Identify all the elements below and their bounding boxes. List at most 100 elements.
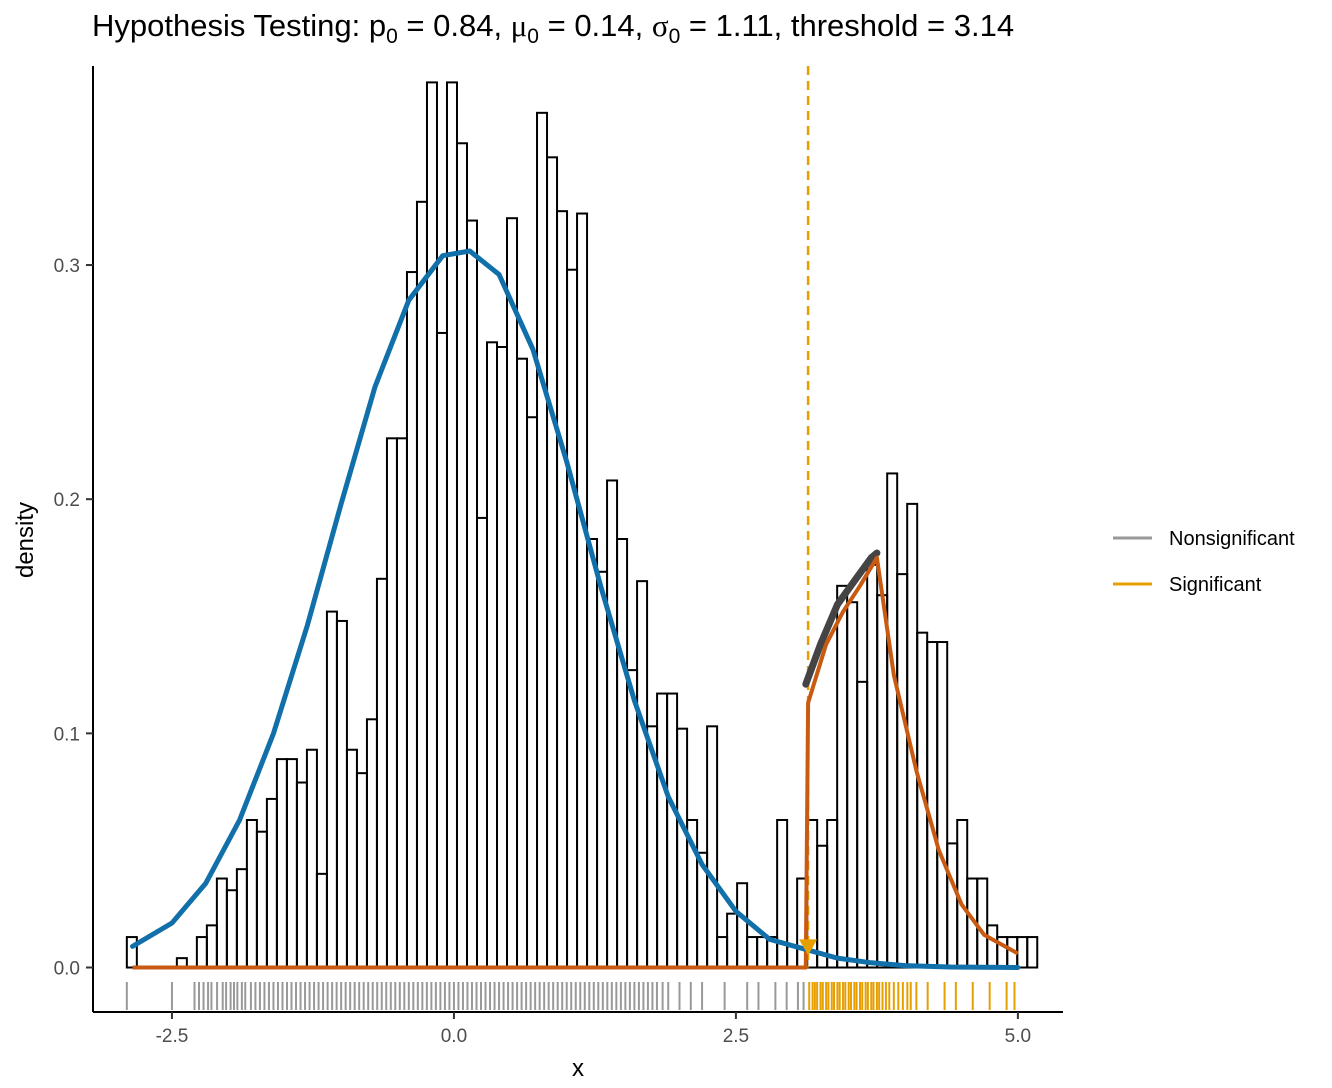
y-tick-label: 0.1: [54, 724, 80, 745]
histogram-bar: [295, 781, 308, 969]
chart-title: Hypothesis Testing: p0 = 0.84, μ0 = 0.14…: [92, 8, 1014, 48]
histogram-bar: [566, 268, 579, 969]
title-p-subscript: 0: [386, 25, 398, 48]
histogram-bar: [576, 212, 589, 969]
histogram-bar: [385, 437, 398, 969]
title-sigma-value: = 1.11, threshold = 3.14: [680, 8, 1014, 43]
histogram-bar: [986, 924, 999, 969]
histogram-bar: [275, 758, 288, 969]
title-sigma-subscript: 0: [669, 25, 681, 48]
histogram-bar: [536, 111, 549, 969]
histogram-bar: [125, 936, 138, 969]
histogram-bar: [506, 217, 519, 969]
x-tick-label: 0.0: [441, 1026, 467, 1047]
histogram-bar: [425, 81, 438, 969]
histogram-bar: [706, 725, 719, 969]
histogram-bar: [335, 619, 348, 969]
histogram-bar: [245, 818, 258, 969]
x-axis-title: x: [572, 1055, 584, 1082]
histogram-bar: [415, 200, 428, 969]
kde-curve: [802, 549, 881, 688]
title-prefix: Hypothesis Testing: p: [92, 8, 386, 43]
histogram-bar: [606, 479, 619, 969]
histogram-bar: [365, 718, 378, 969]
histogram-bar: [195, 936, 208, 969]
histogram-bar: [475, 516, 489, 969]
title-mu-symbol: μ: [511, 8, 528, 43]
histogram-bar: [596, 570, 609, 969]
histogram-bar: [876, 594, 889, 969]
title-sigma-symbol: σ: [652, 8, 669, 43]
histogram-bar: [626, 669, 639, 969]
histogram-bar: [726, 912, 739, 969]
histogram-bar: [616, 538, 629, 969]
histogram-bar: [235, 868, 248, 969]
histogram-bar: [786, 945, 799, 969]
histogram-bar: [1026, 936, 1039, 969]
histogram-bar: [556, 210, 569, 969]
histogram-bar: [215, 877, 228, 969]
histogram-bar: [486, 341, 499, 969]
y-axis-title: density: [12, 502, 39, 578]
title-p-value: = 0.84,: [398, 8, 511, 43]
rug-marks: [125, 982, 1016, 1010]
histogram-bar: [435, 331, 448, 969]
null-density-curve: [130, 248, 1021, 970]
histogram-bar: [636, 580, 649, 969]
histogram-bar: [836, 584, 849, 969]
histogram-bar: [1016, 936, 1029, 969]
legend-label-nonsignificant: Nonsignificant: [1169, 528, 1295, 550]
histogram-bar: [826, 818, 839, 969]
y-tick-label: 0.0: [54, 959, 80, 980]
y-tick-label: 0.3: [54, 256, 80, 277]
histogram-bar: [746, 936, 759, 969]
histogram-bar: [736, 882, 749, 969]
histogram-bar: [716, 936, 729, 969]
histogram-bar: [666, 692, 679, 969]
histogram-bar: [856, 680, 869, 969]
alternative-density-curve: [132, 555, 1019, 970]
histogram-bar: [325, 610, 338, 969]
histogram-bar: [546, 156, 559, 969]
histogram-bar: [405, 271, 418, 969]
histogram-bar: [586, 538, 599, 969]
histogram-bar: [205, 924, 218, 969]
histogram-bar: [465, 219, 478, 969]
histogram-bar: [976, 877, 989, 969]
histogram-bar: [255, 830, 268, 969]
histogram-bar: [886, 472, 899, 969]
histogram-bar: [816, 844, 829, 969]
x-axis-ticks: -2.5 0.0 2.5 5.0: [156, 1012, 1031, 1047]
title-mu-subscript: 0: [527, 25, 539, 48]
histogram-bar: [345, 748, 358, 969]
histogram-bar: [526, 416, 539, 969]
histogram-bar: [455, 142, 468, 969]
histogram-bar: [896, 573, 909, 969]
histogram-bar: [946, 842, 959, 969]
y-tick-label: 0.2: [54, 490, 80, 511]
histogram-bar: [225, 889, 238, 969]
histogram-bar: [516, 357, 529, 969]
histogram-bar: [375, 577, 388, 969]
title-mu-value: = 0.14,: [539, 8, 652, 43]
histogram-bar: [656, 692, 669, 969]
x-tick-label: -2.5: [156, 1026, 189, 1047]
legend: Nonsignificant Significant: [1113, 528, 1295, 596]
histogram-bar: [846, 601, 859, 969]
histogram-bar: [265, 797, 278, 969]
threshold-marker: [799, 939, 818, 956]
x-tick-label: 2.5: [723, 1026, 749, 1047]
density-curves: [130, 66, 1021, 970]
histogram-bar: [756, 936, 769, 969]
histogram-bar: [395, 437, 408, 969]
histogram-bar: [355, 772, 368, 969]
histogram-bar: [676, 727, 689, 969]
y-axis-ticks: 0.0 0.1 0.2 0.3: [54, 256, 93, 980]
histogram-bar: [936, 641, 949, 969]
histogram-bar: [926, 641, 939, 969]
legend-label-significant: Significant: [1169, 574, 1262, 596]
histogram-bar: [866, 563, 879, 969]
histogram-bar: [496, 345, 509, 969]
x-tick-label: 5.0: [1005, 1026, 1031, 1047]
